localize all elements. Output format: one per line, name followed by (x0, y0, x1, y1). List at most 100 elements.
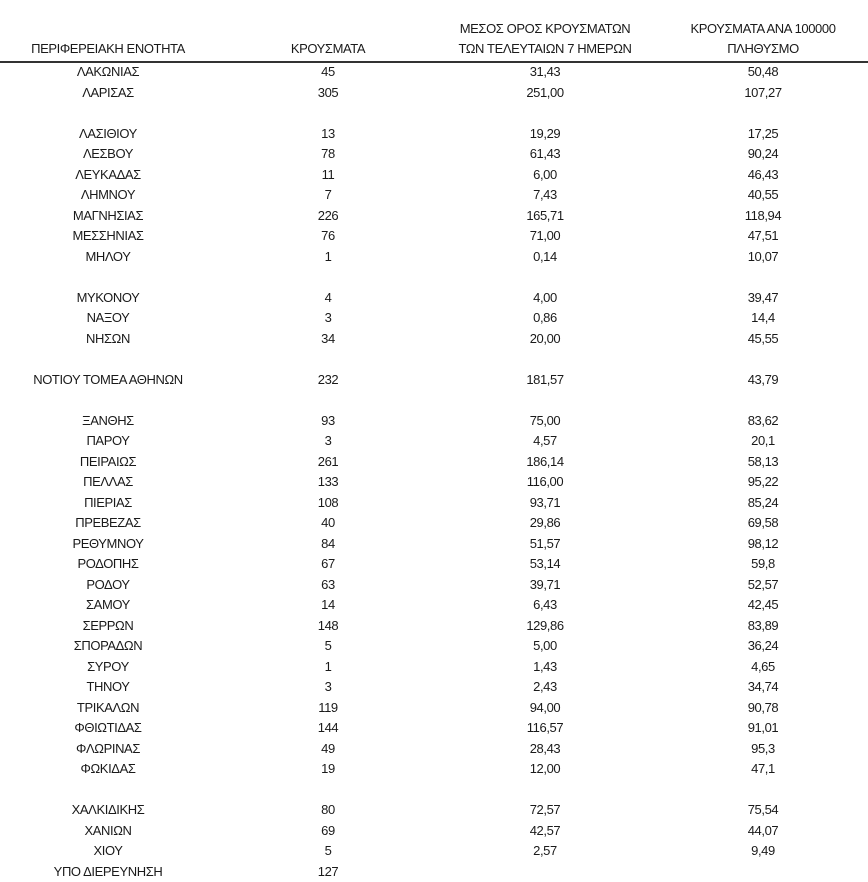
cell-cases: 19 (268, 759, 388, 780)
cell-per100k: 90,24 (660, 144, 866, 165)
cell-avg7: 31,43 (430, 62, 660, 83)
cell-per100k: 107,27 (660, 83, 866, 104)
cell-cases: 11 (268, 165, 388, 186)
cell-cases: 7 (268, 185, 388, 206)
cell-region: ΧΙΟΥ (0, 841, 216, 862)
cell-region: ΝΗΣΩΝ (0, 329, 216, 350)
cell-avg7: 6,00 (430, 165, 660, 186)
cell-avg7: 0,86 (430, 308, 660, 329)
cell-avg7: 28,43 (430, 739, 660, 760)
cell-region: ΞΑΝΘΗΣ (0, 411, 216, 432)
cell-cases: 148 (268, 616, 388, 637)
cell-region: ΛΑΚΩΝΙΑΣ (0, 62, 216, 83)
cell-per100k: 47,1 (660, 759, 866, 780)
cell-cases: 3 (268, 431, 388, 452)
cell-per100k: 83,89 (660, 616, 866, 637)
cell-avg7: 72,57 (430, 800, 660, 821)
cell-avg7: 42,57 (430, 821, 660, 842)
cell-per100k: 91,01 (660, 718, 866, 739)
cell-avg7: 186,14 (430, 452, 660, 473)
cell-cases: 76 (268, 226, 388, 247)
cell-per100k: 58,13 (660, 452, 866, 473)
cell-region: ΣΥΡΟΥ (0, 657, 216, 678)
cell-cases: 144 (268, 718, 388, 739)
header-avg7-line1: ΜΕΣΟΣ ΟΡΟΣ ΚΡΟΥΣΜΑΤΩΝ (430, 19, 660, 39)
cell-cases: 133 (268, 472, 388, 493)
cell-region: ΣΠΟΡΑΔΩΝ (0, 636, 216, 657)
cell-cases: 13 (268, 124, 388, 145)
cell-cases: 1 (268, 657, 388, 678)
cell-cases: 49 (268, 739, 388, 760)
cell-cases: 3 (268, 308, 388, 329)
cell-region: ΛΗΜΝΟΥ (0, 185, 216, 206)
cell-per100k: 59,8 (660, 554, 866, 575)
cell-region: ΠΙΕΡΙΑΣ (0, 493, 216, 514)
cell-avg7: 20,00 (430, 329, 660, 350)
cell-cases: 261 (268, 452, 388, 473)
cell-per100k: 46,43 (660, 165, 866, 186)
cell-region: ΛΕΣΒΟΥ (0, 144, 216, 165)
cell-region: ΣΕΡΡΩΝ (0, 616, 216, 637)
cell-per100k: 85,24 (660, 493, 866, 514)
cell-cases: 45 (268, 62, 388, 83)
cell-cases: 3 (268, 677, 388, 698)
cell-per100k: 39,47 (660, 288, 866, 309)
cell-avg7: 93,71 (430, 493, 660, 514)
cell-per100k: 14,4 (660, 308, 866, 329)
cell-region: ΥΠΟ ΔΙΕΡΕΥΝΗΣΗ (0, 862, 216, 882)
cell-per100k: 69,58 (660, 513, 866, 534)
cell-per100k: 43,79 (660, 370, 866, 391)
cell-cases: 34 (268, 329, 388, 350)
blank-row (0, 103, 868, 124)
cell-avg7: 71,00 (430, 226, 660, 247)
cell-cases: 305 (268, 83, 388, 104)
header-cases: ΚΡΟΥΣΜΑΤΑ (268, 39, 388, 59)
cell-avg7: 53,14 (430, 554, 660, 575)
cell-cases: 40 (268, 513, 388, 534)
cell-cases: 232 (268, 370, 388, 391)
cell-per100k: 75,54 (660, 800, 866, 821)
cell-region: ΜΥΚΟΝΟΥ (0, 288, 216, 309)
cell-region: ΦΛΩΡΙΝΑΣ (0, 739, 216, 760)
cell-cases: 4 (268, 288, 388, 309)
cell-per100k: 45,55 (660, 329, 866, 350)
cell-per100k: 44,07 (660, 821, 866, 842)
cell-per100k: 52,57 (660, 575, 866, 596)
cell-cases: 1 (268, 247, 388, 268)
cell-per100k: 47,51 (660, 226, 866, 247)
cell-cases: 78 (268, 144, 388, 165)
cell-per100k: 50,48 (660, 62, 866, 83)
cell-avg7: 75,00 (430, 411, 660, 432)
cell-avg7: 61,43 (430, 144, 660, 165)
cell-region: ΜΑΓΝΗΣΙΑΣ (0, 206, 216, 227)
cell-region: ΣΑΜΟΥ (0, 595, 216, 616)
cell-cases: 14 (268, 595, 388, 616)
cell-region: ΛΑΡΙΣΑΣ (0, 83, 216, 104)
cell-cases: 5 (268, 841, 388, 862)
cell-avg7: 94,00 (430, 698, 660, 719)
cell-per100k: 17,25 (660, 124, 866, 145)
cell-region: ΠΡΕΒΕΖΑΣ (0, 513, 216, 534)
cell-per100k: 118,94 (660, 206, 866, 227)
cell-region: ΠΕΛΛΑΣ (0, 472, 216, 493)
cell-per100k: 90,78 (660, 698, 866, 719)
